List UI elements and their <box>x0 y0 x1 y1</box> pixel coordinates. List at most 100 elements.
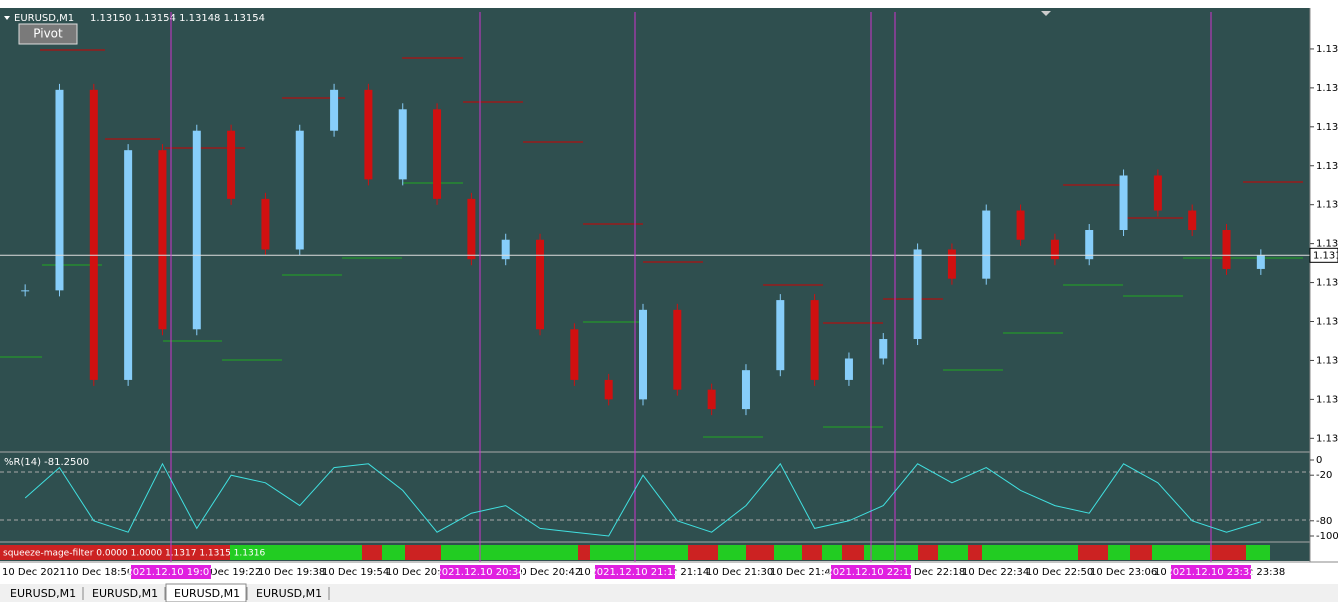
candle <box>844 358 853 380</box>
marker-box <box>131 565 211 579</box>
squeeze-red <box>688 545 718 560</box>
y-tick-label: 1.13140 <box>1316 278 1338 289</box>
time-label: 10 Dec 22:34 <box>962 567 1029 578</box>
candle <box>947 249 956 279</box>
candle <box>570 329 579 380</box>
candle <box>879 339 888 359</box>
candle <box>21 290 30 292</box>
squeeze-red <box>842 545 864 560</box>
current-price-box <box>1309 247 1338 263</box>
marker-box <box>440 565 520 579</box>
candle <box>433 109 442 199</box>
y-tick-label: 1.13100 <box>1316 355 1338 366</box>
candle <box>364 89 373 180</box>
y-tick-label: -80 <box>1316 516 1332 527</box>
candle <box>536 239 545 330</box>
marker-label: 2021.12.10 19:07 <box>126 567 215 578</box>
candle <box>227 130 236 199</box>
indicator-title: %R(14) -81.2500 <box>4 457 89 468</box>
time-label: 10 Dec 18:50 <box>66 567 133 578</box>
candle <box>913 249 922 340</box>
squeeze-red <box>746 545 774 560</box>
candle <box>1085 230 1094 260</box>
marker-box <box>595 565 675 579</box>
y-tick-label: 1.13260 <box>1316 44 1338 55</box>
candle <box>295 130 304 250</box>
y-tick-label: 1.13220 <box>1316 122 1338 133</box>
candle <box>810 300 819 380</box>
candle <box>604 379 613 400</box>
y-tick-label: 1.13160 <box>1316 239 1338 250</box>
wpr-line <box>24 462 1261 537</box>
marker-box <box>831 565 911 579</box>
tab[interactable]: EURUSD,M1 <box>92 587 158 600</box>
candle <box>707 389 716 410</box>
candle <box>982 210 991 279</box>
marker-label: 2021.12.10 20:34 <box>435 567 524 578</box>
marker-label: 2021.12.10 23:32 <box>1166 567 1255 578</box>
candle <box>776 300 785 371</box>
candle <box>55 89 64 291</box>
candle <box>192 130 201 330</box>
y-tick-label: 1.13180 <box>1316 200 1338 211</box>
marker-label: 2021.12.10 21:13 <box>590 567 679 578</box>
y-tick-label: -20 <box>1316 470 1332 481</box>
candle <box>89 89 98 380</box>
candle <box>467 198 476 260</box>
pivot-button[interactable] <box>18 23 78 45</box>
tab-active[interactable] <box>165 583 247 602</box>
squeeze-red <box>918 545 938 560</box>
shift-marker <box>1041 11 1051 16</box>
pivot-button-label[interactable]: Pivot <box>33 27 63 41</box>
time-label: 10 Dec 21:14 <box>642 567 709 578</box>
candle <box>124 150 133 380</box>
time-label: 10 Dec 20:10 <box>386 567 453 578</box>
squeeze-red <box>362 545 382 560</box>
ohlc: 1.13150 1.13154 1.13148 1.13154 <box>90 13 265 24</box>
y-tick-label: 0 <box>1316 455 1322 466</box>
squeeze-red <box>968 545 982 560</box>
candle <box>158 150 167 330</box>
candle <box>639 309 647 400</box>
tab-bar: EURUSD,M1 EURUSD,M1 EURUSD,M1 EURUSD,M1 <box>0 583 1338 602</box>
squeeze-red <box>405 545 441 560</box>
y-tick-label: 1.13120 <box>1316 317 1338 328</box>
time-label: 10 Dec 19:22 <box>194 567 261 578</box>
symbol: EURUSD,M1 <box>14 13 74 24</box>
squeeze-red <box>0 545 230 560</box>
tab-bar-bg <box>0 584 1338 602</box>
candle <box>673 309 682 390</box>
candle <box>261 198 270 250</box>
collapse-icon[interactable] <box>4 16 10 20</box>
y-tick-label: 1.13240 <box>1316 83 1338 94</box>
current-price-label: 1.13154 <box>1313 250 1338 261</box>
y-tick-label: 1.13080 <box>1316 394 1338 405</box>
marker-box <box>1171 565 1251 579</box>
candle <box>741 370 750 410</box>
candle <box>1256 255 1265 269</box>
squeeze-red <box>578 545 590 560</box>
time-label: 10 Dec 21:46 <box>770 567 837 578</box>
marker-label: 2021.12.10 22:12 <box>826 567 915 578</box>
candle <box>1016 210 1025 240</box>
time-label: 10 Dec 22:50 <box>1026 567 1093 578</box>
tab[interactable]: EURUSD,M1 <box>256 587 322 600</box>
candle <box>1188 210 1197 230</box>
y-tick-label: -100 <box>1316 531 1338 542</box>
y-tick-label: 1.13060 <box>1316 433 1338 444</box>
candle <box>1153 175 1162 211</box>
candle <box>501 239 510 260</box>
candle <box>1119 175 1128 230</box>
time-label: 10 Dec 19:54 <box>322 567 389 578</box>
squeeze-red <box>1130 545 1152 560</box>
time-label: 10 Dec 2021 <box>2 567 66 578</box>
tab[interactable]: EURUSD,M1 <box>10 587 76 600</box>
squeeze-red <box>802 545 822 560</box>
candle <box>1050 239 1059 260</box>
time-label: 10 Dec 19:38 <box>258 567 325 578</box>
tab[interactable]: EURUSD,M1 <box>174 587 240 600</box>
candle <box>398 109 407 180</box>
time-label: 10 Dec 21:30 <box>706 567 773 578</box>
time-label: 10 Dec 23:06 <box>1090 567 1157 578</box>
